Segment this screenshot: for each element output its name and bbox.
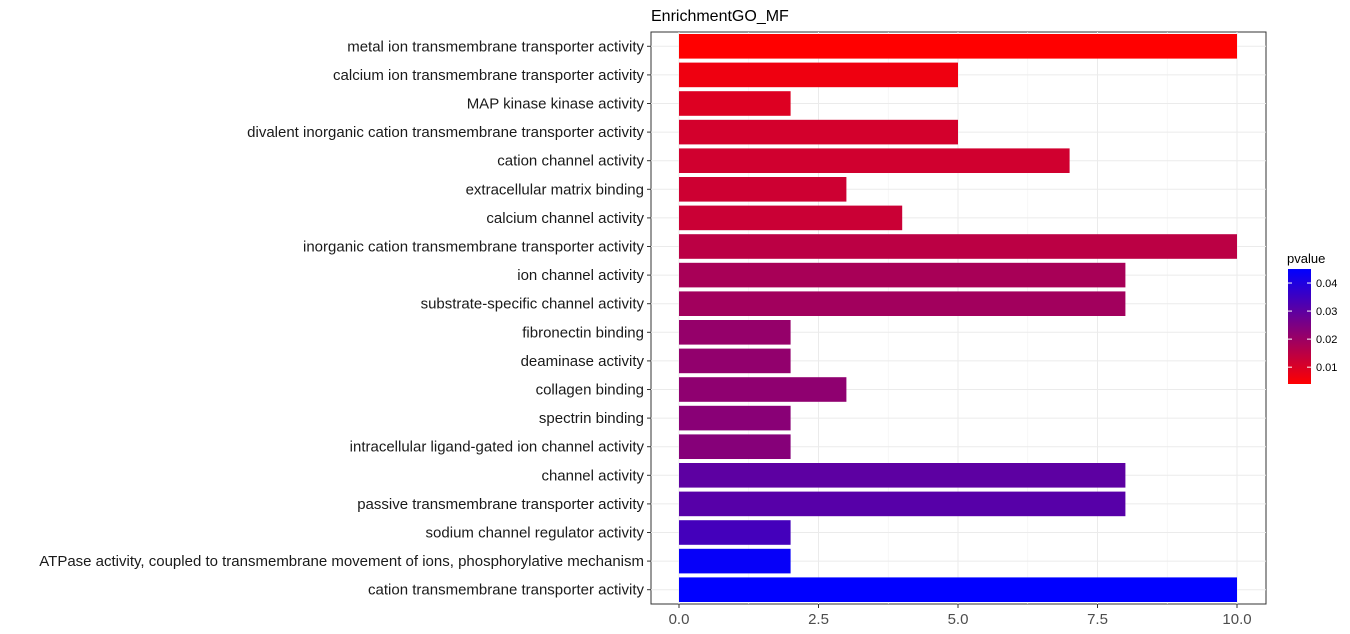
bar [679, 62, 958, 88]
category-label: cation channel activity [497, 153, 644, 170]
x-tick-label: 2.5 [808, 611, 829, 628]
bar [679, 377, 847, 402]
x-tick-label: 10.0 [1222, 611, 1251, 628]
bar [679, 291, 1126, 316]
legend-tick-label: 0.02 [1316, 334, 1337, 346]
bar [679, 520, 791, 545]
category-label: substrate-specific channel activity [421, 296, 645, 313]
x-tick-label: 7.5 [1087, 611, 1108, 628]
category-label: metal ion transmembrane transporter acti… [347, 38, 644, 55]
category-label: passive transmembrane transporter activi… [357, 496, 644, 513]
category-label: cation transmembrane transporter activit… [368, 582, 644, 599]
category-label: calcium ion transmembrane transporter ac… [333, 67, 644, 84]
legend-title: pvalue [1287, 251, 1325, 266]
category-label: deaminase activity [521, 353, 645, 370]
bar [679, 463, 1126, 488]
bar [679, 262, 1126, 288]
category-label: collagen binding [536, 382, 644, 399]
legend-tick-label: 0.04 [1316, 278, 1337, 290]
category-labels: metal ion transmembrane transporter acti… [39, 38, 651, 599]
x-axis: 0.0 2.5 5.0 7.5 10.0 [669, 604, 1252, 628]
category-label: calcium channel activity [486, 210, 644, 227]
category-label: fibronectin binding [522, 324, 644, 341]
category-label: spectrin binding [539, 410, 644, 427]
bar [679, 405, 791, 431]
category-label: extracellular matrix binding [466, 181, 644, 198]
x-tick-label: 5.0 [948, 611, 969, 628]
category-label: intracellular ligand-gated ion channel a… [350, 439, 645, 456]
legend-tick-label: 0.01 [1316, 362, 1337, 374]
bars [679, 34, 1237, 602]
legend-colorbar [1288, 269, 1311, 384]
bar [679, 148, 1070, 173]
category-label: channel activity [541, 467, 644, 484]
bar [679, 119, 958, 145]
bar [679, 91, 791, 116]
category-label: inorganic cation transmembrane transport… [303, 239, 644, 256]
category-label: ion channel activity [517, 267, 644, 284]
bar [679, 177, 847, 202]
bar [679, 320, 791, 345]
category-label: MAP kinase kinase activity [467, 96, 645, 113]
bar [679, 548, 791, 574]
chart-title: EnrichmentGO_MF [651, 8, 789, 25]
category-label: sodium channel regulator activity [426, 525, 645, 542]
legend-tick-label: 0.03 [1316, 306, 1337, 318]
bar [679, 577, 1237, 602]
bar [679, 34, 1237, 59]
bar [679, 434, 791, 459]
x-tick-label: 0.0 [669, 611, 690, 628]
bar [679, 491, 1126, 517]
bar [679, 205, 903, 231]
category-label: ATPase activity, coupled to transmembran… [39, 553, 644, 570]
bar [679, 234, 1237, 259]
category-label: divalent inorganic cation transmembrane … [247, 124, 644, 141]
bar [679, 348, 791, 374]
color-legend: pvalue 0.01 0.02 0.03 0.04 [1287, 251, 1337, 384]
legend-ticks: 0.01 0.02 0.03 0.04 [1288, 278, 1337, 374]
